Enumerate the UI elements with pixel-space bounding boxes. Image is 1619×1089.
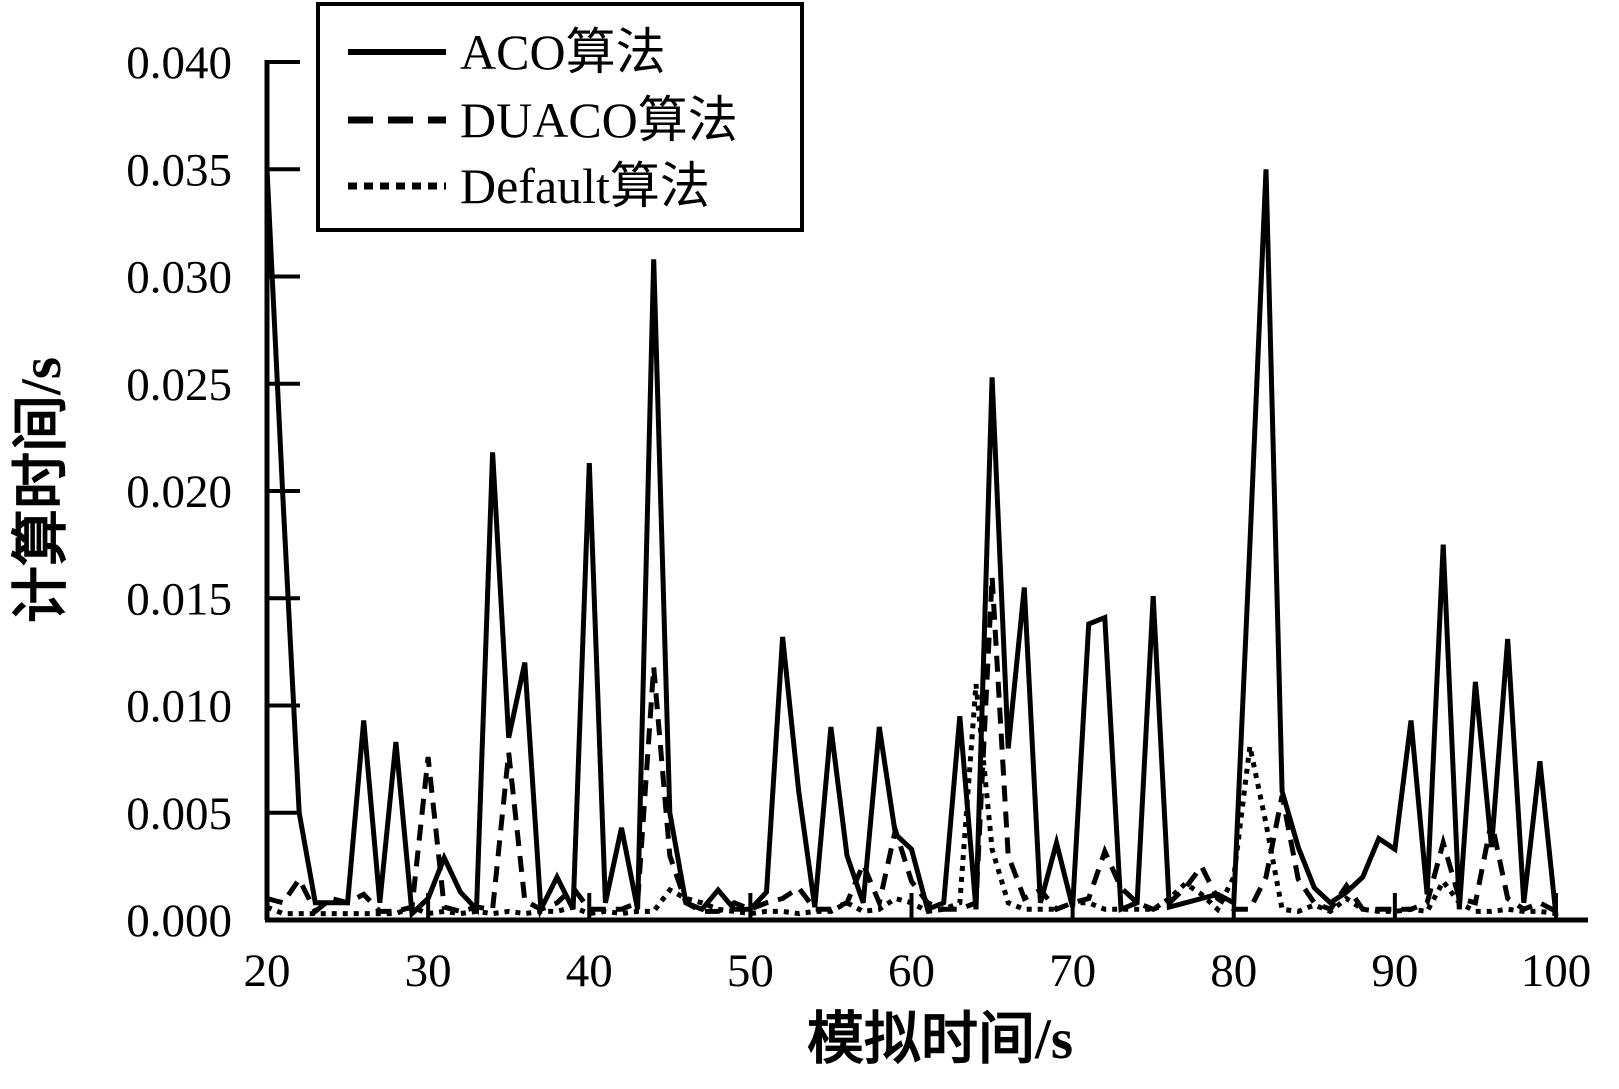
y-tick-label: 0.010 [126, 681, 232, 733]
x-tick-label: 20 [244, 945, 291, 997]
y-tick-label: 0.025 [126, 359, 232, 411]
series-line-dotted [266, 683, 1557, 917]
x-tick-label: 90 [1371, 945, 1418, 997]
y-tick-label: 0.005 [126, 788, 232, 840]
y-tick-label: 0.020 [126, 466, 232, 518]
y-tick-label: 0.035 [126, 144, 232, 196]
y-tick-label: 0.000 [126, 895, 232, 947]
legend: ACO算法 DUACO算法 Default算法 [316, 2, 804, 232]
y-tick-label: 0.015 [126, 573, 232, 625]
series-line-solid [264, 169, 1559, 919]
x-tick-label: 50 [727, 945, 774, 997]
x-tick-label: 40 [566, 945, 613, 997]
x-tick-label: 30 [405, 945, 452, 997]
x-tick-label: 70 [1049, 945, 1096, 997]
legend-label-duaco: DUACO算法 [460, 92, 738, 148]
x-axis-title: 模拟时间/s [807, 1008, 1073, 1071]
y-tick-label: 0.030 [126, 252, 232, 304]
x-axis-tick-labels: 20 30 40 50 60 70 80 90 100 [244, 945, 1592, 997]
x-axis-ticks [426, 893, 1558, 920]
x-tick-label: 60 [888, 945, 935, 997]
legend-label-aco: ACO算法 [460, 24, 666, 80]
y-tick-label: 0.040 [126, 37, 232, 89]
series-line-dashed [266, 576, 1558, 916]
x-tick-label: 80 [1210, 945, 1257, 997]
data-series-lines [264, 169, 1559, 919]
y-axis-title: 计算时间/s [10, 357, 73, 623]
x-tick-label: 100 [1521, 945, 1592, 997]
y-axis-tick-labels: 0.000 0.005 0.010 0.015 0.020 0.025 0.030 0.035… [126, 37, 232, 947]
legend-label-default: Default算法 [460, 158, 710, 214]
